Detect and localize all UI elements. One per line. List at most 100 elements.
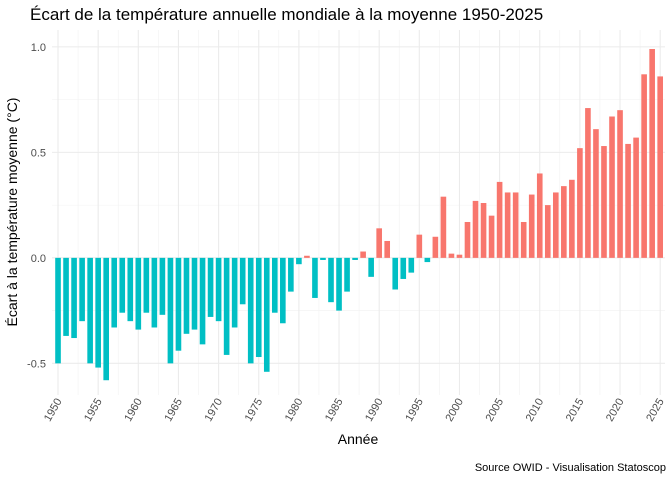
bar <box>183 257 190 334</box>
bar <box>336 257 342 311</box>
bar <box>416 234 423 258</box>
x-axis-label: Année <box>338 431 379 447</box>
x-tick-label: 1990 <box>363 397 386 424</box>
bar <box>520 221 527 258</box>
bar <box>95 257 101 368</box>
bar <box>569 179 575 258</box>
bar <box>223 257 230 355</box>
bar <box>577 148 583 258</box>
x-tick-label: 2005 <box>484 397 507 424</box>
x-tick-label: 1960 <box>122 397 145 424</box>
bar <box>280 257 286 324</box>
bar <box>87 257 93 364</box>
bar <box>552 192 559 258</box>
bar <box>424 257 431 263</box>
bar <box>593 129 599 258</box>
caption: Source OWID - Visualisation Statoscop <box>475 462 666 474</box>
bar <box>512 192 519 258</box>
bar <box>649 48 655 258</box>
bar <box>601 146 607 258</box>
bar <box>544 205 551 258</box>
bar <box>159 257 166 315</box>
bar <box>63 257 69 336</box>
bar <box>143 257 150 313</box>
x-tick-label: 1985 <box>323 397 346 424</box>
bar <box>312 257 318 298</box>
bar <box>103 257 110 381</box>
bar <box>488 215 495 258</box>
bar <box>585 108 591 258</box>
y-tick-label: 0.5 <box>31 147 46 159</box>
x-tick-label: 2015 <box>564 397 587 424</box>
bar <box>79 257 85 322</box>
bar <box>255 257 262 358</box>
bar <box>456 254 463 258</box>
bar <box>561 186 567 258</box>
bar <box>151 257 158 328</box>
bar <box>392 257 399 290</box>
bar <box>504 192 511 258</box>
bar <box>304 255 310 258</box>
bar <box>344 257 350 292</box>
x-tick-label: 1975 <box>243 397 266 424</box>
bar <box>536 173 543 258</box>
bar <box>617 110 623 258</box>
y-axis-label: Écart à la température moyenne (°C) <box>4 98 20 327</box>
x-tick-label: 2000 <box>443 397 466 424</box>
bar <box>472 200 479 258</box>
bar <box>496 181 503 258</box>
bar <box>376 228 382 258</box>
bar <box>432 236 439 258</box>
bar <box>71 257 77 339</box>
bar <box>119 257 126 313</box>
bar <box>215 257 222 322</box>
bar <box>263 257 270 372</box>
bar <box>135 257 142 330</box>
bar <box>247 257 254 364</box>
bar <box>464 221 471 258</box>
x-tick-label: 1970 <box>203 397 226 424</box>
bar <box>127 257 134 322</box>
y-tick-label: -0.5 <box>27 358 46 370</box>
bar <box>288 257 294 292</box>
bar <box>191 257 198 330</box>
bar <box>320 257 326 260</box>
bar <box>360 251 366 258</box>
bar <box>528 194 535 258</box>
x-tick-label: 1980 <box>283 397 306 424</box>
bar <box>231 257 238 328</box>
bar <box>111 257 118 328</box>
bar <box>207 257 214 317</box>
y-tick-label: 0.0 <box>31 253 46 265</box>
bar <box>352 257 358 260</box>
bar <box>55 257 61 364</box>
bar <box>199 257 206 345</box>
bar <box>625 143 631 258</box>
bar <box>328 257 334 303</box>
x-tick-label: 1955 <box>82 397 105 424</box>
bar <box>175 257 182 351</box>
x-tick-label: 1965 <box>162 397 185 424</box>
x-tick-label: 1995 <box>403 397 426 424</box>
bar <box>167 257 174 364</box>
bar <box>440 196 447 258</box>
bar <box>633 137 639 258</box>
bar <box>641 74 647 258</box>
bar <box>296 257 302 265</box>
bar <box>271 257 278 313</box>
bar <box>480 203 487 258</box>
chart-title: Écart de la température annuelle mondial… <box>30 5 543 24</box>
bar <box>400 257 407 279</box>
x-tick-label: 2025 <box>644 397 667 424</box>
bar <box>408 257 415 273</box>
bar <box>368 257 374 277</box>
bar <box>384 240 391 258</box>
x-tick-label: 1950 <box>42 397 65 424</box>
x-tick-label: 2010 <box>524 397 547 424</box>
x-tick-label: 2020 <box>604 397 627 424</box>
bar <box>448 253 455 258</box>
bar <box>609 116 615 258</box>
bar <box>239 257 246 305</box>
bar <box>657 76 663 258</box>
